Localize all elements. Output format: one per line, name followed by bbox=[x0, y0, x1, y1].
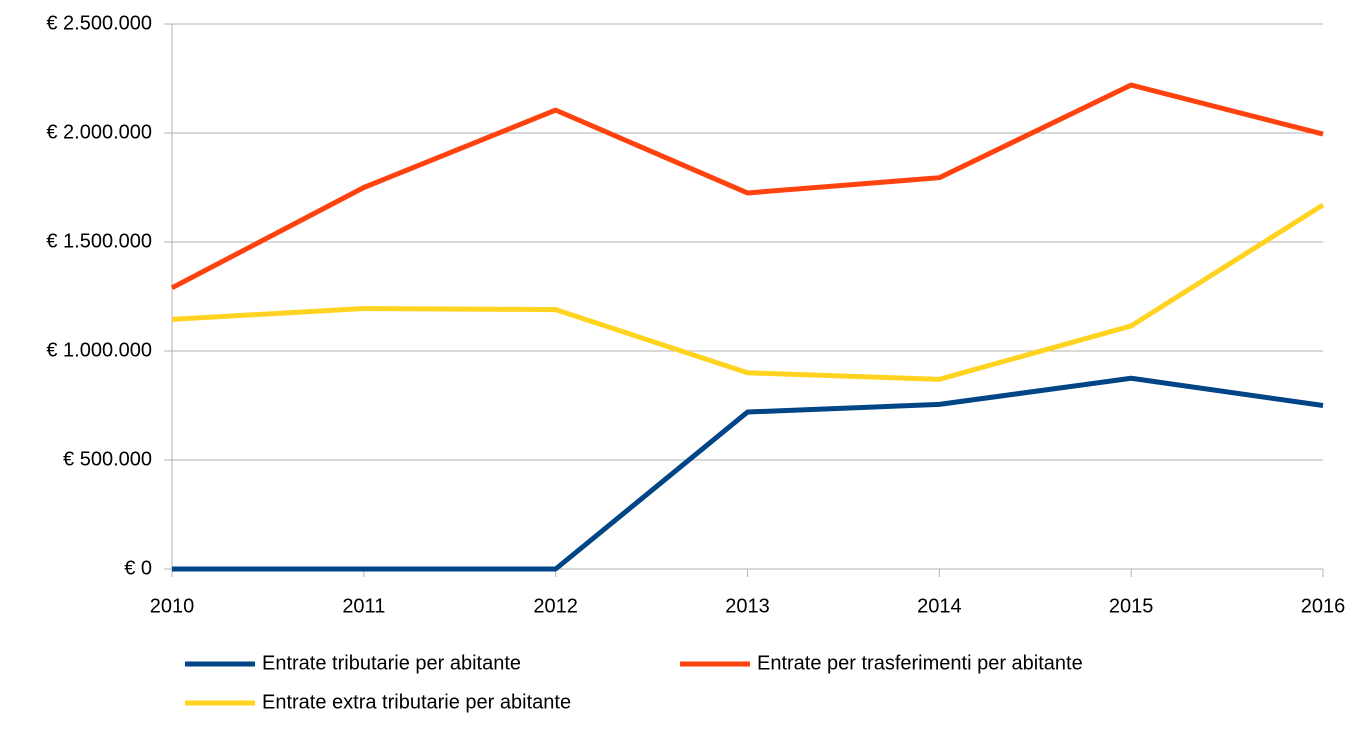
series-line bbox=[172, 375, 1324, 572]
x-tick-label: 2015 bbox=[1109, 595, 1154, 617]
y-tick-label: € 500.000 bbox=[63, 448, 152, 470]
x-tick-label: 2012 bbox=[533, 595, 578, 617]
x-tick-label: 2010 bbox=[150, 595, 195, 617]
y-tick-label: € 2.000.000 bbox=[46, 121, 152, 143]
legend-label: Entrate tributarie per abitante bbox=[262, 652, 521, 674]
y-tick-label: € 2.500.000 bbox=[46, 12, 152, 34]
x-tick-label: 2016 bbox=[1301, 595, 1346, 617]
series-line bbox=[170, 82, 1324, 290]
y-tick-label: € 1.000.000 bbox=[46, 339, 152, 361]
y-tick-label: € 1.500.000 bbox=[46, 230, 152, 252]
series-line bbox=[171, 202, 1325, 382]
legend-label: Entrate extra tributarie per abitante bbox=[262, 691, 571, 713]
legend-label: Entrate per trasferimenti per abitante bbox=[757, 652, 1083, 674]
x-tick-label: 2013 bbox=[725, 595, 770, 617]
y-tick-label: € 0 bbox=[124, 557, 152, 579]
x-tick-label: 2014 bbox=[917, 595, 962, 617]
x-tick-label: 2011 bbox=[342, 595, 385, 617]
